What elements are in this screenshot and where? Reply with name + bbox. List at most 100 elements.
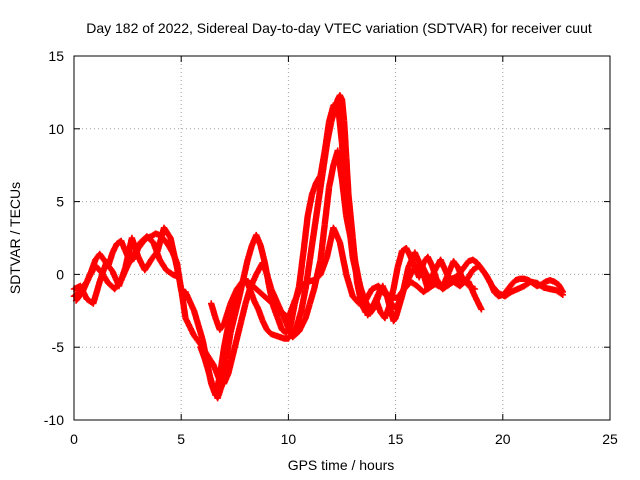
data-point	[90, 279, 103, 307]
data-point	[220, 301, 234, 328]
data-point	[439, 282, 452, 293]
data-point	[150, 239, 163, 262]
x-axis-label: GPS time / hours	[288, 457, 395, 473]
data-point	[559, 291, 566, 298]
data-point	[306, 287, 317, 307]
data-point	[143, 233, 156, 245]
data-point	[300, 214, 311, 256]
x-tick-label: 10	[281, 431, 297, 447]
chart-title: Day 182 of 2022, Sidereal Day-to-day VTE…	[86, 20, 592, 36]
x-tick-label: 0	[70, 431, 78, 447]
data-point	[310, 272, 323, 284]
data-point	[178, 285, 189, 320]
data-point	[276, 333, 286, 342]
data-point	[111, 278, 124, 293]
axis-ticks: 0 5 10 15 20 25 -10 -5 0 5 10 15	[44, 48, 618, 447]
data-point	[478, 306, 485, 313]
data-point	[190, 307, 202, 328]
data-point	[246, 279, 259, 292]
series-track-a	[70, 92, 566, 399]
data-point	[317, 255, 330, 278]
data-point	[225, 309, 236, 329]
data-point	[465, 278, 478, 298]
data-point	[285, 298, 298, 322]
data-point	[253, 285, 265, 297]
data-point	[533, 279, 546, 290]
x-tick-label: 25	[602, 431, 618, 447]
data-point	[310, 199, 322, 234]
data-point	[227, 287, 240, 307]
data-point	[265, 297, 278, 309]
data-point	[334, 99, 345, 145]
data-point	[92, 262, 105, 276]
data-point	[420, 285, 432, 296]
data-point	[182, 314, 197, 338]
data-point	[437, 256, 450, 277]
data-point	[501, 289, 514, 300]
data-point	[336, 239, 350, 277]
data-point	[553, 287, 565, 298]
data-point	[272, 332, 282, 340]
data-point	[461, 259, 471, 271]
data-point	[313, 173, 323, 186]
series-track-d	[72, 224, 485, 333]
data-point	[298, 279, 310, 290]
data-point	[390, 315, 399, 325]
data-point	[272, 303, 285, 315]
plot-frame	[73, 55, 611, 421]
data-point	[343, 271, 356, 298]
data-point	[394, 287, 407, 301]
data-point	[72, 289, 85, 304]
x-tick-label: 15	[388, 431, 404, 447]
data-point	[263, 326, 274, 337]
data-point	[163, 266, 175, 277]
data-point	[542, 277, 552, 285]
y-tick-label: 0	[56, 266, 64, 282]
data-point	[295, 316, 309, 335]
data-point	[306, 229, 318, 263]
data-point	[446, 277, 458, 288]
data-point	[471, 293, 484, 312]
x-tick-label: 5	[177, 431, 185, 447]
data-point	[508, 278, 518, 288]
data-point	[416, 261, 427, 281]
data-point	[152, 230, 162, 238]
data-point	[317, 221, 328, 263]
data-point	[118, 263, 131, 284]
data-point	[375, 282, 387, 295]
data-point	[175, 274, 183, 281]
data-point	[512, 276, 522, 284]
data-point	[182, 288, 197, 313]
data-point	[488, 282, 501, 296]
data-point	[201, 355, 212, 376]
data-point	[268, 330, 278, 339]
data-point	[521, 275, 531, 283]
data-point	[330, 224, 343, 245]
data-point	[476, 262, 488, 277]
data-point	[340, 118, 350, 160]
y-tick-label: -10	[44, 412, 64, 428]
data-point	[381, 288, 394, 300]
data-point	[291, 284, 304, 304]
data-point	[216, 321, 227, 333]
data-point	[465, 257, 475, 265]
data-point	[79, 275, 92, 296]
data-point	[205, 370, 217, 390]
data-point	[103, 259, 115, 274]
data-point	[190, 332, 203, 347]
data-point	[321, 185, 333, 227]
y-tick-label: 10	[48, 121, 64, 137]
data-point	[261, 259, 272, 288]
data-point	[289, 329, 302, 341]
data-point	[338, 140, 350, 204]
data-point	[503, 282, 514, 294]
data-point	[325, 163, 337, 191]
y-tick-label: 15	[48, 48, 64, 64]
data-point	[259, 291, 272, 303]
y-axis-label: SDTVAR / TECUs	[7, 182, 23, 294]
data-point	[321, 119, 333, 154]
data-point	[390, 265, 401, 293]
y-tick-label: 5	[56, 194, 64, 210]
data-point	[167, 234, 180, 269]
data-point	[257, 242, 268, 265]
